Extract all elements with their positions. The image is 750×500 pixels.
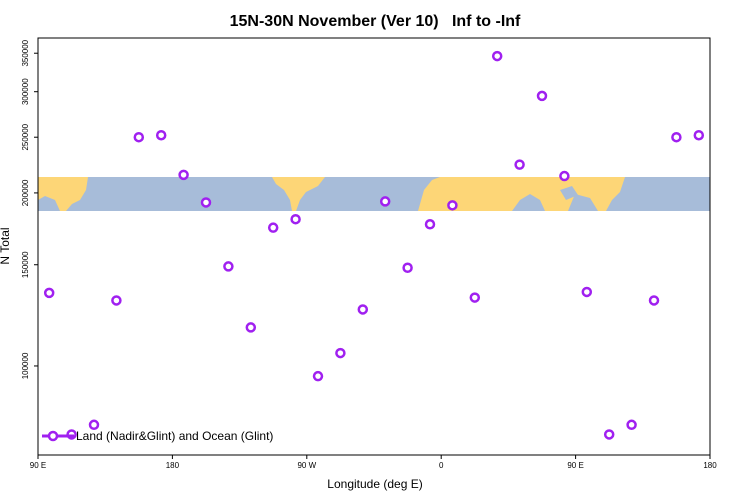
point xyxy=(402,262,413,274)
y-tick-label: 300000 xyxy=(21,78,30,105)
y-tick-label: 200000 xyxy=(21,179,30,206)
point xyxy=(178,169,189,181)
point xyxy=(559,170,570,182)
y-tick-label: 350000 xyxy=(21,39,30,66)
point xyxy=(536,90,548,102)
y-tick-label: 250000 xyxy=(21,123,30,150)
point xyxy=(223,261,234,272)
y-tick-label: 100000 xyxy=(21,352,30,379)
point xyxy=(312,370,324,382)
point xyxy=(88,419,100,431)
point xyxy=(43,287,55,299)
y-axis-label: N Total xyxy=(0,227,12,264)
plot-frame xyxy=(37,37,711,456)
point xyxy=(200,197,212,208)
x-tick-label: 0 xyxy=(439,461,444,470)
x-tick-label: 180 xyxy=(166,461,180,470)
point xyxy=(267,222,279,233)
point xyxy=(469,292,481,303)
point xyxy=(357,304,369,315)
chart-title: 15N-30N November (Ver 10) Inf to -Inf xyxy=(230,13,521,30)
point xyxy=(155,129,167,141)
legend-label: Land (Nadir&Glint) and Ocean (Glint) xyxy=(76,429,273,443)
x-tick-label: 90 W xyxy=(297,461,316,470)
point xyxy=(626,419,637,431)
x-tick-label: 90 E xyxy=(567,461,583,470)
point xyxy=(648,295,660,306)
map-strip xyxy=(38,177,710,211)
point xyxy=(290,213,301,225)
x-axis-label: Longitude (deg E) xyxy=(327,477,422,491)
x-tick-label: 180 xyxy=(703,461,717,470)
point xyxy=(335,347,346,359)
point xyxy=(447,200,458,211)
point xyxy=(379,196,391,207)
x-tick-label: 90 E xyxy=(30,461,46,470)
y-tick-label: 150000 xyxy=(21,251,30,278)
point xyxy=(245,322,257,333)
point xyxy=(671,131,682,143)
point xyxy=(581,286,593,298)
point xyxy=(133,131,145,143)
point xyxy=(111,295,122,306)
point xyxy=(424,219,436,230)
point xyxy=(514,159,525,170)
point xyxy=(491,50,503,62)
legend: Land (Nadir&Glint) and Ocean (Glint) xyxy=(42,429,273,443)
point xyxy=(693,129,705,141)
legend-marker xyxy=(47,430,59,442)
point xyxy=(603,429,615,440)
